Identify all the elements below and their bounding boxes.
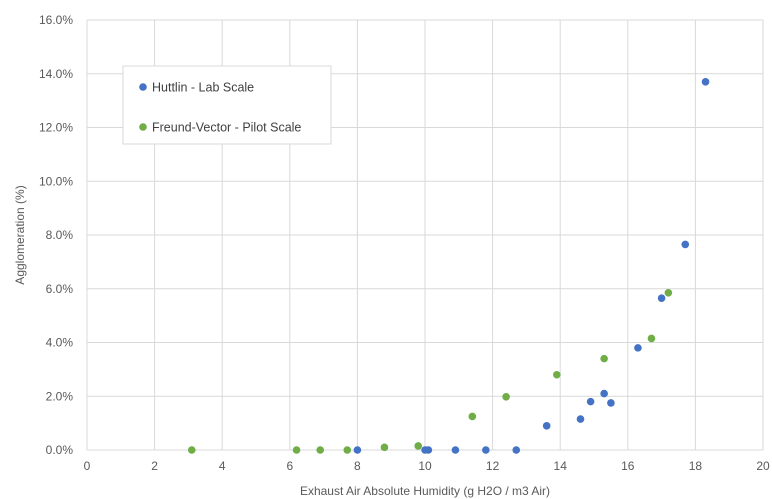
x-tick-label: 14 [554, 459, 568, 473]
data-point-series-2 [647, 334, 656, 343]
x-tick-label: 18 [689, 459, 703, 473]
data-point-series-1 [424, 446, 433, 454]
y-tick-label: 6.0% [46, 282, 74, 296]
data-point-series-1 [586, 397, 595, 406]
legend-marker [139, 123, 147, 131]
data-point-series-2 [316, 446, 325, 454]
x-tick-label: 20 [756, 459, 770, 473]
data-point-series-1 [657, 294, 666, 302]
y-tick-label: 4.0% [46, 336, 74, 350]
x-tick-label: 12 [486, 459, 500, 473]
data-point-series-2 [553, 370, 561, 379]
data-point-series-1 [353, 446, 362, 454]
x-tick-label: 16 [621, 459, 635, 473]
data-point-series-1 [512, 446, 521, 454]
y-tick-label: 2.0% [46, 389, 74, 403]
data-point-series-2 [600, 354, 608, 363]
data-point-series-1 [607, 399, 615, 407]
data-point-series-2 [380, 443, 389, 452]
data-point-series-1 [482, 446, 490, 454]
legend-marker [139, 83, 147, 91]
y-tick-label: 10.0% [39, 174, 73, 188]
data-point-series-1 [576, 415, 585, 423]
legend-box [122, 65, 332, 145]
legend-label: Freund-Vector - Pilot Scale [152, 121, 301, 135]
data-point-series-1 [600, 389, 608, 398]
x-tick-label: 2 [151, 459, 158, 473]
x-axis-title: Exhaust Air Absolute Humidity (g H2O / m… [300, 484, 550, 498]
tick-labels: 0.0% 2.0% 4.0% 6.0% 8.0% 10.0% 12.0% 14.0% 16.0%… [39, 13, 770, 473]
data-point-series-1 [634, 344, 642, 352]
y-tick-label: 8.0% [46, 228, 74, 242]
y-tick-label: 14.0% [39, 67, 73, 81]
y-tick-label: 12.0% [39, 121, 73, 135]
x-tick-label: 8 [354, 459, 361, 473]
legend: Huttlin - Lab Scale Freund-Vector - Pilot… [122, 65, 332, 145]
data-point-series-2 [502, 392, 510, 401]
y-axis-title: Agglomeration (%) [13, 185, 27, 284]
x-tick-label: 4 [219, 459, 226, 473]
data-point-series-2 [343, 446, 352, 454]
data-point-series-2 [414, 442, 423, 450]
data-points [187, 78, 710, 454]
data-point-series-1 [451, 446, 460, 454]
legend-label: Huttlin - Lab Scale [152, 81, 254, 95]
x-tick-label: 0 [84, 459, 91, 473]
data-point-series-2 [468, 412, 477, 421]
data-point-series-2 [664, 288, 673, 297]
data-point-series-1 [681, 240, 690, 249]
data-point-series-2 [187, 446, 196, 454]
data-point-series-1 [542, 422, 551, 430]
y-tick-label: 16.0% [39, 13, 73, 27]
x-tick-label: 10 [418, 459, 432, 473]
y-tick-label: 0.0% [46, 443, 74, 457]
x-tick-label: 6 [286, 459, 293, 473]
data-point-series-1 [701, 78, 710, 86]
data-point-series-2 [292, 446, 301, 454]
